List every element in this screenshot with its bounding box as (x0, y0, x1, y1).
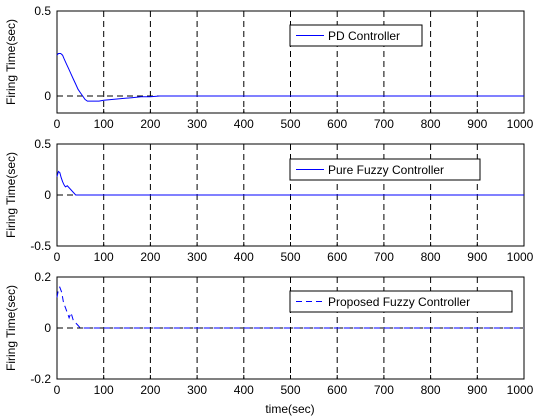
ytick-label: 0 (44, 188, 51, 202)
ytick-label: 0.2 (34, 270, 51, 284)
yticks-2: -0.5 0 0.5 (30, 137, 61, 253)
legend-box-3 (289, 290, 513, 313)
ylabel-3: Firing Time(sec) (4, 285, 18, 371)
xtick-label: 700 (374, 117, 394, 131)
panel-3: 0 100 200 300 400 500 600 700 800 900 1000 -0.200.… (4, 270, 534, 416)
xtick-label: 700 (374, 383, 394, 397)
xtick-label: 0 (54, 383, 61, 397)
xtick-label: 100 (94, 383, 114, 397)
xtick-label: 500 (280, 117, 300, 131)
xtick-label: 900 (467, 250, 487, 264)
xtick-label: 400 (234, 117, 254, 131)
xtick-label: 700 (374, 250, 394, 264)
legend-3: Proposed Fuzzy Controller (289, 290, 513, 313)
xtick-label: 1000 (507, 383, 534, 397)
xtick-label: 900 (467, 117, 487, 131)
series-line (56, 285, 524, 329)
xticks-1: 0 100 200 300 400 500 600 700 800 900 1000 (54, 109, 534, 131)
xtick-label: 300 (187, 117, 207, 131)
ytick-label: 0 (44, 321, 51, 335)
series-line (56, 170, 524, 196)
legend-1: PD Controller (289, 24, 423, 47)
series-3 (56, 285, 524, 329)
xtick-label: 100 (94, 250, 114, 264)
series-line (56, 53, 524, 102)
xtick-label: 200 (140, 250, 160, 264)
yticks-3: -0.2 0 0.2 (30, 270, 61, 386)
xtick-label: 400 (234, 250, 254, 264)
series-2 (56, 170, 524, 196)
ytick-label: -0.5 (30, 239, 51, 253)
xticks-3: 0 100 200 300 400 500 600 700 800 900 1000 (54, 375, 534, 397)
xtick-label: 500 (280, 250, 300, 264)
legend-label-3: Proposed Fuzzy Controller (328, 295, 470, 309)
xtick-label: 900 (467, 383, 487, 397)
yticks-1: 00.5 (34, 4, 61, 103)
ytick-label: 0 (44, 89, 51, 103)
xtick-label: 1000 (507, 250, 534, 264)
xtick-label: 300 (187, 383, 207, 397)
legend-2: Pure Fuzzy Controller (289, 158, 481, 181)
xtick-label: 1000 (507, 117, 534, 131)
legend-label-2: Pure Fuzzy Controller (328, 163, 444, 177)
xticks-2: 0 100 200 300 400 500 600 700 800 900 1000 (54, 242, 534, 264)
xtick-label: 800 (421, 117, 441, 131)
xtick-label: 0 (54, 117, 61, 131)
legend-label-1: PD Controller (328, 29, 400, 43)
xtick-label: 600 (327, 250, 347, 264)
legend-box-1 (289, 24, 423, 47)
legend-box-2 (289, 158, 481, 181)
xtick-label: 100 (94, 117, 114, 131)
xlabel-3: time(sec) (265, 402, 314, 416)
xtick-label: 200 (140, 117, 160, 131)
xtick-label: 600 (327, 383, 347, 397)
xtick-label: 300 (187, 250, 207, 264)
ylabel-2: Firing Time(sec) (4, 152, 18, 238)
xtick-label: 400 (234, 383, 254, 397)
xtick-label: 800 (421, 250, 441, 264)
xtick-label: 0 (54, 250, 61, 264)
ytick-label: 0.5 (34, 137, 51, 151)
xtick-label: 500 (280, 383, 300, 397)
xtick-label: 800 (421, 383, 441, 397)
xtick-label: 200 (140, 383, 160, 397)
ytick-label: 0.5 (34, 4, 51, 18)
ylabel-1: Firing Time(sec) (4, 19, 18, 105)
ytick-label: -0.2 (30, 372, 51, 386)
panel-1: 0 100 200 300 400 500 600 700 800 900 1000 00.5 Fi… (4, 4, 534, 131)
series-1 (56, 53, 524, 102)
panel-2: 0 100 200 300 400 500 600 700 800 900 1000 -0.500.… (4, 137, 534, 264)
xtick-label: 600 (327, 117, 347, 131)
